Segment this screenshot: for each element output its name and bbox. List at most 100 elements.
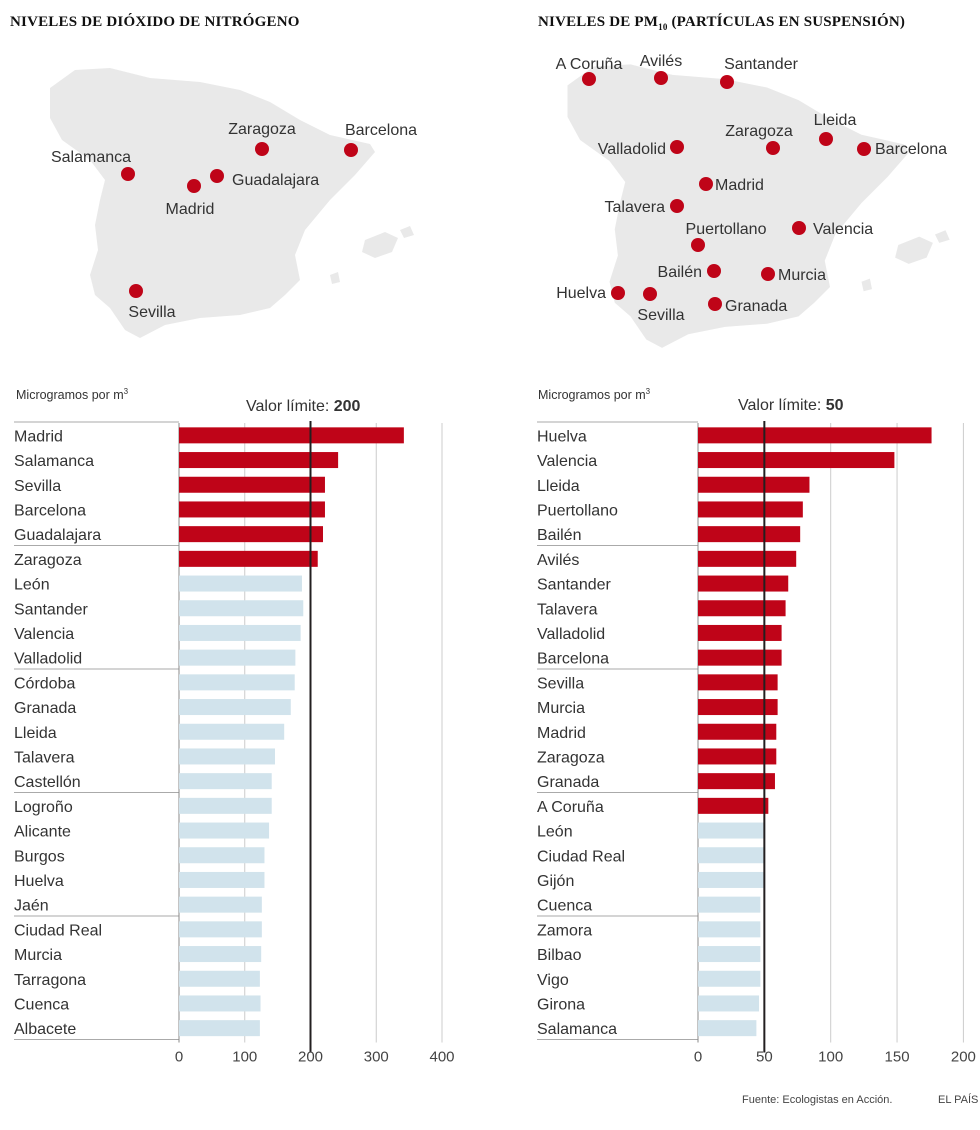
bar-sevilla	[179, 476, 325, 493]
bar-león	[179, 575, 302, 592]
category-label: Talavera	[14, 749, 75, 766]
category-label: Alicante	[14, 824, 71, 841]
city-marker	[187, 179, 201, 193]
no2-bar-chart: Madrid Salamanca Sevilla Barcelona Guadalaja…	[14, 421, 455, 1065]
city-marker	[691, 238, 705, 252]
category-label: Ciudad Real	[537, 848, 625, 865]
category-label: Salamanca	[537, 1021, 617, 1038]
brand-credit: EL PAÍS	[938, 1094, 979, 1106]
city-marker	[255, 142, 269, 156]
bar-huelva	[698, 427, 932, 444]
bar-bilbao	[698, 946, 761, 963]
bar-tarragona	[179, 970, 260, 987]
pm10-map: A Coruña Avilés Santander Lleida Zaragoza Val…	[556, 53, 950, 348]
city-label: Avilés	[640, 53, 682, 70]
category-label: Salamanca	[14, 453, 94, 470]
category-label: Castellón	[14, 774, 81, 791]
bar-cuenca	[179, 995, 261, 1012]
city-marker	[720, 75, 734, 89]
pm10-bar-chart: Huelva Valencia Lleida Puertollano Bailén Avi…	[537, 421, 976, 1066]
city-label: Sevilla	[128, 304, 175, 321]
city-marker	[643, 287, 657, 301]
category-label: Talavera	[537, 601, 598, 618]
city-label: Granada	[725, 298, 787, 315]
spain-outline-group	[50, 68, 414, 338]
bar-alicante	[179, 822, 270, 839]
city-marker	[129, 284, 143, 298]
category-label: Guadalajara	[14, 527, 101, 544]
city-marker	[654, 71, 668, 85]
city-marker	[210, 169, 224, 183]
city-label: Barcelona	[875, 141, 947, 158]
category-label: Lleida	[537, 478, 580, 495]
city-marker	[766, 141, 780, 155]
bar-bailén	[698, 526, 801, 543]
category-label: Ciudad Real	[14, 922, 102, 939]
category-label: Girona	[537, 996, 585, 1013]
pm10-limit-label: Valor límite: 50	[738, 397, 844, 414]
bar-castellón	[179, 773, 272, 790]
bar-zaragoza	[698, 748, 777, 765]
city-marker	[857, 142, 871, 156]
no2-title-text: NIVELES DE DIÓXIDO DE NITRÓGENO	[10, 14, 300, 30]
city-label: Zaragoza	[228, 121, 296, 138]
category-label: A Coruña	[537, 799, 604, 816]
category-label: Murcia	[14, 947, 62, 964]
bar-ciudad-real	[179, 921, 262, 938]
city-label: Talavera	[605, 199, 666, 216]
category-label: Zaragoza	[14, 552, 82, 569]
category-label: León	[14, 577, 50, 594]
city-marker	[582, 72, 596, 86]
city-label: Santander	[724, 56, 799, 73]
bar-salamanca	[179, 452, 339, 469]
pm10-map-title: NIVELES DE PM10 (PARTÍCULAS EN SUSPENSIÓ…	[538, 14, 905, 32]
category-label: Burgos	[14, 848, 65, 865]
category-label: Barcelona	[14, 502, 86, 519]
city-marker	[819, 132, 833, 146]
bar-girona	[698, 995, 760, 1012]
bar-guadalajara	[179, 526, 323, 543]
city-marker	[344, 143, 358, 157]
category-label: Granada	[14, 700, 76, 717]
city-label: Madrid	[715, 177, 764, 194]
category-label: Huelva	[537, 428, 587, 445]
category-label: Lleida	[14, 725, 57, 742]
city-label: Huelva	[556, 285, 606, 302]
category-label: Avilés	[537, 552, 579, 569]
city-label: Lleida	[814, 112, 857, 129]
bar-burgos	[179, 847, 265, 864]
bar-ciudad-real	[698, 847, 765, 864]
bar-puertollano	[698, 501, 803, 518]
no2-limit-label: Valor límite: 200	[246, 398, 361, 415]
bar-santander	[179, 600, 304, 617]
city-marker	[708, 297, 722, 311]
bar-zaragoza	[179, 550, 318, 567]
city-marker	[670, 140, 684, 154]
category-label: Cuenca	[14, 996, 69, 1013]
category-label: Logroño	[14, 799, 73, 816]
pm10-unit-label: Microgramos por m3	[538, 387, 651, 403]
pm10-title-text: NIVELES DE PM	[538, 14, 659, 30]
city-label: Sevilla	[637, 307, 684, 324]
bar-barcelona	[698, 649, 782, 666]
city-label: Madrid	[166, 201, 215, 218]
bar-salamanca	[698, 1020, 757, 1037]
category-label: Madrid	[537, 725, 586, 742]
pm10-title-subscript: 10	[658, 22, 668, 32]
x-tick-label: 100	[818, 1049, 843, 1066]
bar-logroño	[179, 797, 272, 814]
x-tick-label: 200	[951, 1049, 976, 1066]
bar-a-coruña	[698, 797, 769, 814]
city-label: Guadalajara	[232, 172, 319, 189]
balearic-islands-shape	[330, 226, 414, 284]
no2-map: Zaragoza Barcelona Salamanca Guadalajara Mad…	[50, 68, 417, 338]
bar-granada	[179, 699, 291, 716]
x-tick-label: 0	[694, 1049, 702, 1066]
city-marker	[699, 177, 713, 191]
category-label: Gijón	[537, 873, 574, 890]
category-label: Jaén	[14, 898, 49, 915]
category-label: Puertollano	[537, 502, 618, 519]
category-label: Bilbao	[537, 947, 582, 964]
bar-sevilla	[698, 674, 778, 691]
category-label: Albacete	[14, 1021, 76, 1038]
